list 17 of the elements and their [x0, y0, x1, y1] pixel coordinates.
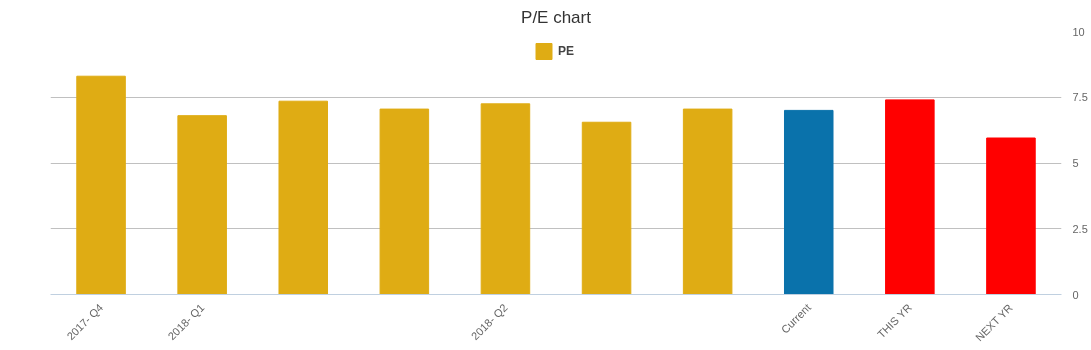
bar — [379, 108, 430, 295]
y-tick-label: 10 — [1072, 25, 1085, 38]
bar — [682, 108, 733, 295]
y-tick-label: 7.5 — [1072, 91, 1088, 104]
y-tick-label: 2.5 — [1072, 222, 1088, 235]
bar — [986, 137, 1036, 295]
bar — [177, 115, 227, 295]
bar — [783, 109, 834, 295]
bar — [581, 121, 632, 295]
bar — [480, 103, 531, 295]
y-tick-label: 0 — [1072, 288, 1079, 301]
y-tick-label: 5 — [1072, 157, 1079, 169]
legend-label: PE — [558, 44, 575, 58]
bar — [885, 99, 935, 295]
bar — [278, 100, 329, 295]
chart-title: P/E chart — [521, 7, 592, 27]
bar — [76, 75, 126, 295]
